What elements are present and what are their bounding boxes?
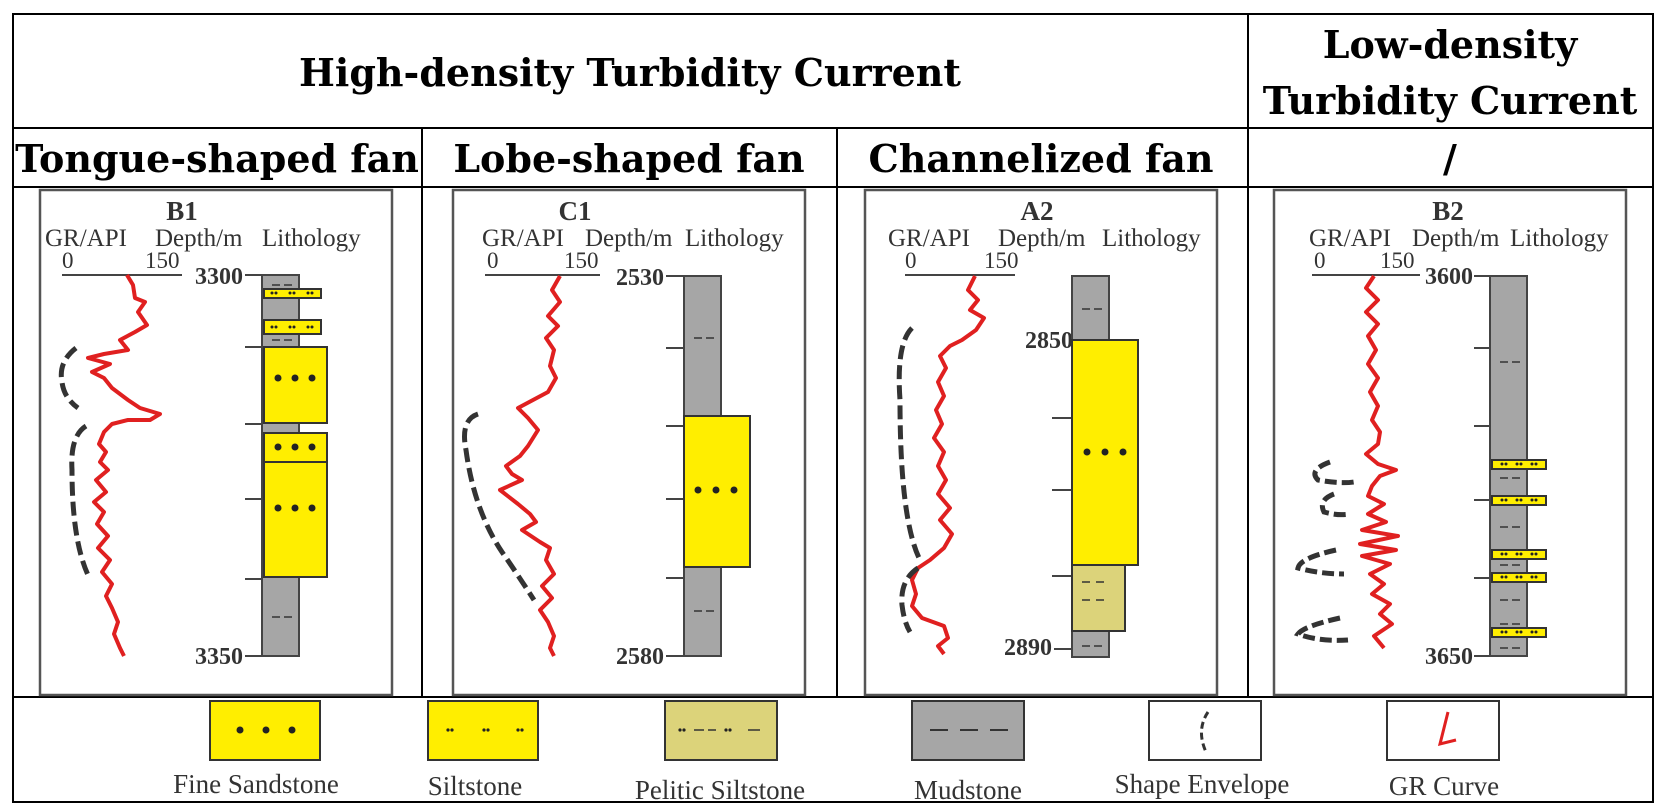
siltstone-layer-b2 xyxy=(1491,627,1547,638)
header-high-density: High-density Turbidity Current xyxy=(299,50,961,95)
well-name-b1: B1 xyxy=(166,196,198,226)
depth-top-c1: 2530 xyxy=(616,265,664,291)
shape-envelope-b2 xyxy=(1319,491,1351,518)
header-none: / xyxy=(1443,136,1457,181)
well-name-a2: A2 xyxy=(1021,196,1054,226)
gr-max-b1: 150 xyxy=(145,248,180,273)
header-low-density-line2: Turbidity Current xyxy=(1263,78,1638,123)
shape-envelope-c1 xyxy=(462,411,537,602)
well-panel-b2: B2 GR/API Depth/m Lithology 0 150 3600 3… xyxy=(1272,188,1628,697)
legend-shape-envelope: Shape Envelope xyxy=(1115,700,1290,799)
siltstone-layer-b1 xyxy=(263,288,322,299)
gr-min-b1: 0 xyxy=(62,248,74,273)
shape-envelope-b1 xyxy=(58,346,80,411)
gr-curve-b1 xyxy=(86,273,162,657)
legend-label-gr-curve: GR Curve xyxy=(1389,771,1499,801)
legend-label-siltstone: Siltstone xyxy=(428,771,523,801)
lithology-label-a2: Lithology xyxy=(1102,225,1201,252)
legend-label-fine-sandstone: Fine Sandstone xyxy=(173,769,339,799)
pelitic-siltstone-layer-a2 xyxy=(1071,564,1126,632)
shape-envelope-b1 xyxy=(69,423,91,577)
depth-top-b2: 3600 xyxy=(1425,264,1473,290)
siltstone-layer-b2 xyxy=(1491,495,1547,506)
legend: Fine Sandstone Siltstone Pelitic Siltsto… xyxy=(173,700,1500,805)
table-grid xyxy=(12,13,1654,803)
legend-label-pelitic-siltstone: Pelitic Siltstone xyxy=(635,775,805,805)
envelope-symbol-icon xyxy=(1200,711,1210,753)
header-lobe-fan: Lobe-shaped fan xyxy=(453,136,804,181)
gr-max-c1: 150 xyxy=(564,248,599,273)
header-tongue-fan: Tongue-shaped fan xyxy=(15,136,419,181)
well-panel-c1: C1 GR/API Depth/m Lithology 0 150 2530 2… xyxy=(451,188,807,697)
gr-curve-a2 xyxy=(910,275,986,656)
siltstone-layer-b2 xyxy=(1491,572,1547,583)
gr-label-c1: GR/API xyxy=(482,225,564,252)
depth-top-a2: 2850 xyxy=(1025,328,1073,354)
shape-envelope-a2 xyxy=(896,326,923,562)
lithology-label-b2: Lithology xyxy=(1510,225,1609,252)
gr-label-b2: GR/API xyxy=(1309,225,1391,252)
gr-label-b1: GR/API xyxy=(45,225,127,252)
legend-pelitic-siltstone: Pelitic Siltstone xyxy=(635,700,805,805)
depth-label-b1: Depth/m xyxy=(155,225,243,252)
depth-bottom-c1: 2580 xyxy=(616,644,664,670)
legend-mudstone: Mudstone xyxy=(911,700,1025,805)
gr-max-a2: 150 xyxy=(984,248,1019,273)
gr-min-a2: 0 xyxy=(905,248,917,273)
header-channelized-fan: Channelized fan xyxy=(869,136,1214,181)
fine-sandstone-layer-b1 xyxy=(263,346,328,424)
gr-curve-b2 xyxy=(1358,274,1400,650)
gr-curve-symbol-icon xyxy=(1437,711,1457,747)
gr-min-b2: 0 xyxy=(1314,248,1326,273)
well-panel-b1: B1 GR/API Depth/m Lithology 0 150 3300 3… xyxy=(38,188,394,697)
fine-sandstone-layer-b1 xyxy=(263,461,328,578)
depth-label-c1: Depth/m xyxy=(585,225,673,252)
legend-gr-curve: GR Curve xyxy=(1386,700,1500,801)
shape-envelope-b2 xyxy=(1312,459,1355,486)
shape-envelope-b2 xyxy=(1293,615,1349,643)
depth-bottom-a2: 2890 xyxy=(1004,635,1052,661)
gr-max-b2: 150 xyxy=(1380,248,1415,273)
gr-label-a2: GR/API xyxy=(888,225,970,252)
gr-min-c1: 0 xyxy=(487,248,499,273)
well-name-c1: C1 xyxy=(559,196,592,226)
header-low-density-line1: Low-density xyxy=(1323,22,1578,67)
legend-label-mudstone: Mudstone xyxy=(914,775,1022,805)
depth-top-b1: 3300 xyxy=(195,264,243,290)
siltstone-layer-b2 xyxy=(1491,459,1547,470)
legend-label-shape-envelope: Shape Envelope xyxy=(1115,769,1290,799)
lithology-label-b1: Lithology xyxy=(262,225,361,252)
depth-label-a2: Depth/m xyxy=(998,225,1086,252)
depth-bottom-b1: 3350 xyxy=(195,644,243,670)
well-panel-a2: A2 GR/API Depth/m Lithology 0 150 2850 2… xyxy=(863,188,1219,697)
depth-bottom-b2: 3650 xyxy=(1425,644,1473,670)
legend-fine-sandstone: Fine Sandstone xyxy=(173,700,339,799)
shape-envelope-b2 xyxy=(1295,547,1345,577)
depth-label-b2: Depth/m xyxy=(1412,225,1500,252)
legend-siltstone: Siltstone xyxy=(427,700,539,801)
siltstone-layer-b2 xyxy=(1491,549,1547,560)
lithology-label-c1: Lithology xyxy=(685,225,784,252)
gr-curve-c1 xyxy=(498,275,562,657)
shape-envelope-a2 xyxy=(899,565,920,634)
well-name-b2: B2 xyxy=(1432,196,1464,226)
